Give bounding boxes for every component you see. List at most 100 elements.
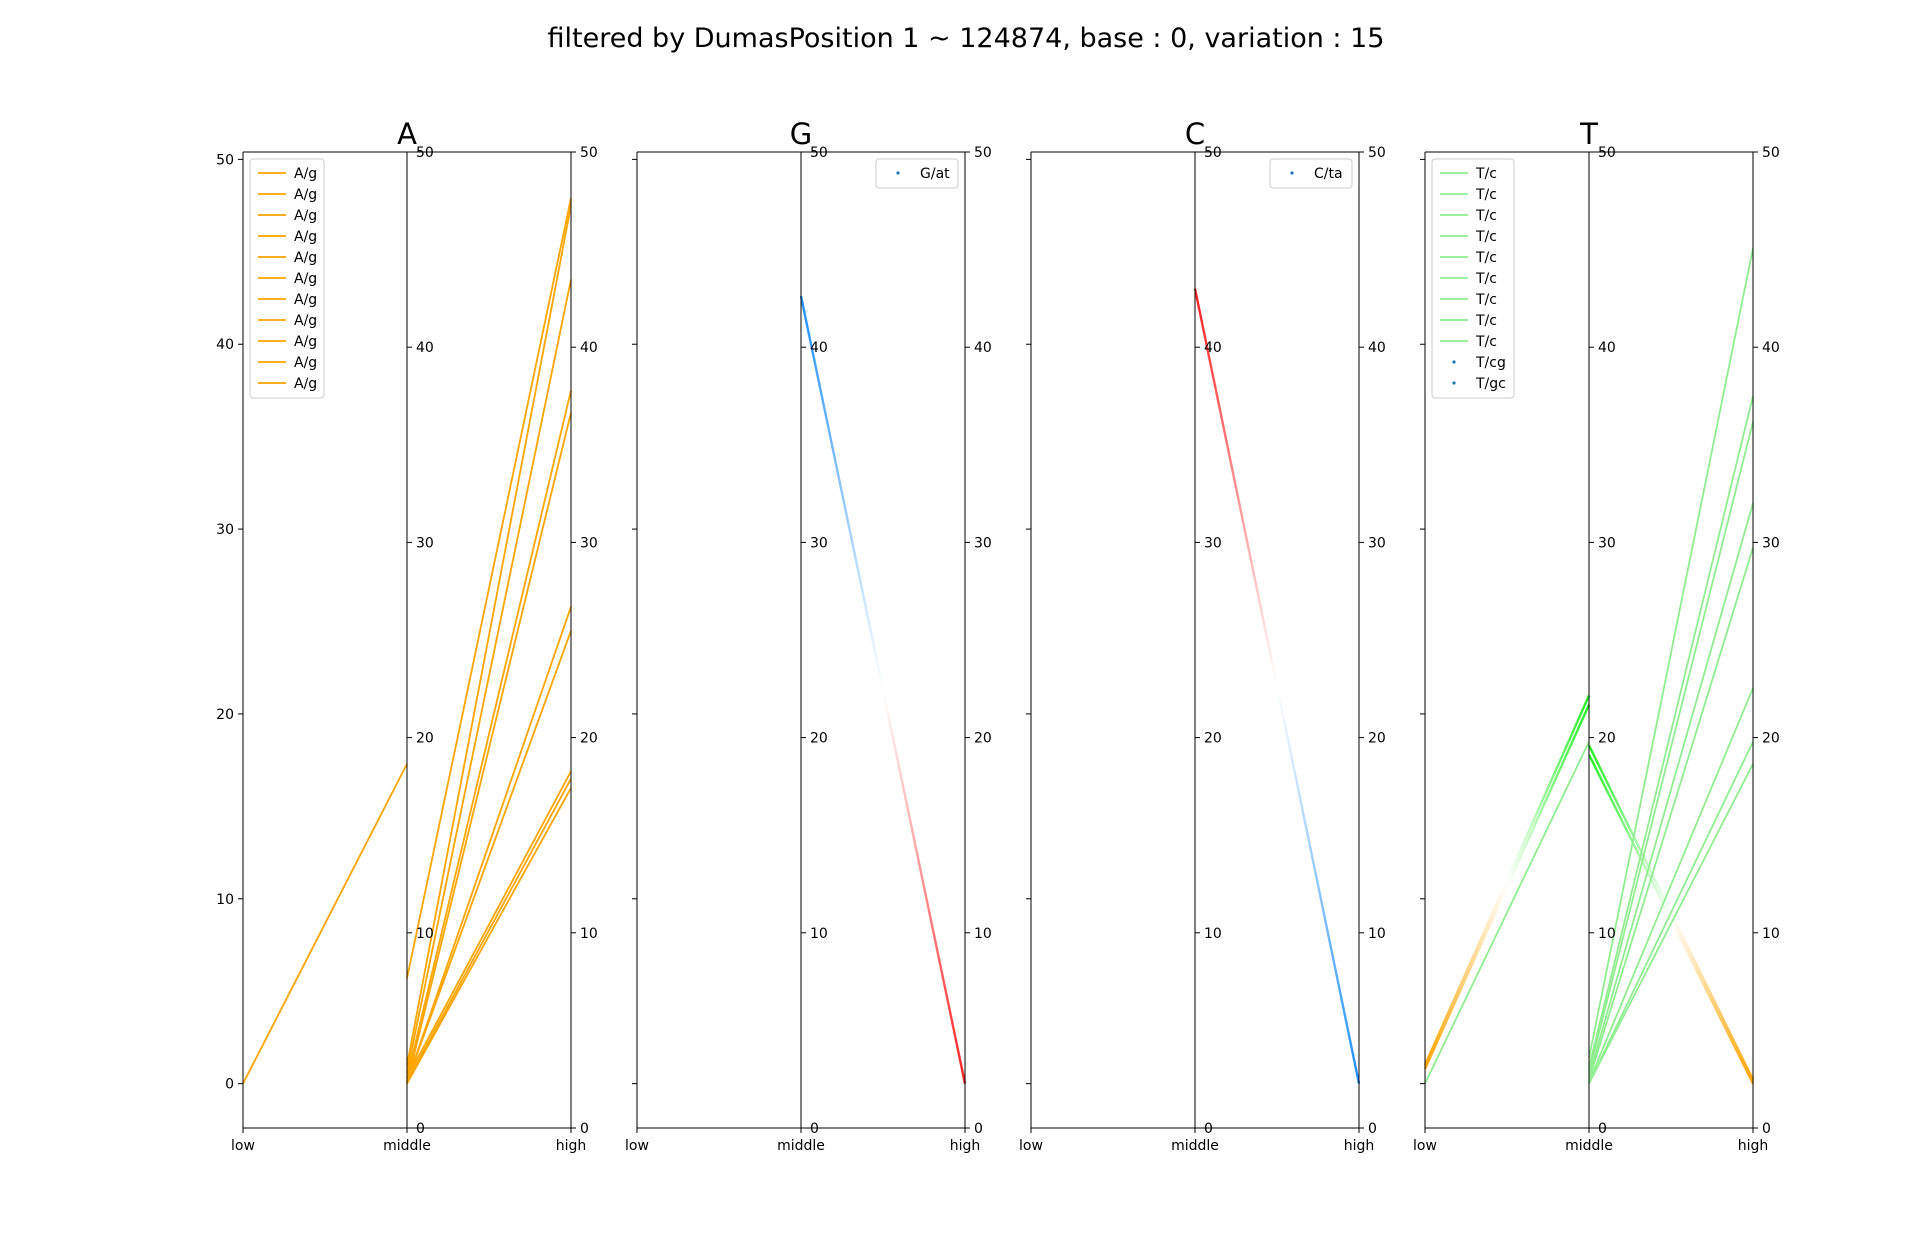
legend-entry-label: A/g [294, 355, 317, 371]
series-line [242, 763, 408, 1085]
right-tick-label: 30 [1762, 535, 1780, 551]
series-line [1423, 694, 1591, 1066]
legend-entry-label: C/ta [1314, 166, 1343, 182]
series-line [406, 205, 572, 1066]
right-tick-label: 10 [1204, 926, 1222, 942]
right-tick-label: 50 [416, 145, 434, 161]
legend: A/g A/g A/g A/g A/g A/g A/g A/g A/g A/g A/g [249, 158, 325, 399]
series-line [1588, 547, 1754, 1081]
right-tick-label: 30 [1368, 535, 1386, 551]
legend: G/at [875, 158, 959, 189]
right-tick-label: 10 [974, 926, 992, 942]
right-tick-label: 20 [1598, 731, 1616, 747]
right-tick-label: 20 [416, 731, 434, 747]
legend-entry-label: A/g [294, 208, 317, 224]
legend-entry-label: T/c [1475, 334, 1497, 350]
series-line [1588, 247, 1754, 1058]
right-tick-label: 30 [810, 535, 828, 551]
x-tick-label: middle [1171, 1138, 1219, 1154]
right-tick-label: 30 [1204, 535, 1222, 551]
right-tick-label: 50 [1204, 145, 1222, 161]
legend-entry-label: A/g [294, 313, 317, 329]
series-lines [1193, 288, 1361, 1084]
x-tick-label: middle [1565, 1138, 1613, 1154]
legend-entry-label: A/g [294, 187, 317, 203]
right-tick-label: 50 [974, 145, 992, 161]
left-tick-label: 30 [216, 522, 234, 538]
legend-entry-label: G/at [920, 166, 950, 182]
legend-entry-label: T/c [1475, 166, 1497, 182]
right-tick-label: 10 [1368, 926, 1386, 942]
series-line [406, 787, 572, 1085]
legend-entry-label: T/c [1475, 208, 1497, 224]
right-tick-label: 20 [810, 731, 828, 747]
series-line [406, 198, 572, 979]
right-tick-label: 10 [810, 926, 828, 942]
panel-A: A 0 10 20 30 40 50 0 10 20 30 40 50 0 10 20 30 40 50 low mid… [216, 117, 598, 1154]
left-tick-label: 10 [216, 892, 234, 908]
right-tick-label: 50 [1762, 145, 1780, 161]
right-tick-label: 10 [580, 926, 598, 942]
series-line [1588, 741, 1754, 1085]
legend-dot-swatch [1452, 381, 1456, 385]
x-tick-label: low [1413, 1138, 1437, 1154]
series-lines [242, 198, 572, 1085]
series-line [1588, 687, 1754, 1083]
right-tick-label: 40 [1598, 340, 1616, 356]
right-tick-label: 30 [974, 535, 992, 551]
series-line [406, 279, 572, 1073]
legend-entry-label: T/c [1475, 187, 1497, 203]
right-tick-label: 0 [1598, 1121, 1607, 1137]
series-line [1193, 288, 1361, 1084]
right-tick-label: 20 [1204, 731, 1222, 747]
right-tick-label: 40 [416, 340, 434, 356]
right-tick-label: 10 [1762, 926, 1780, 942]
series-line [406, 630, 572, 1083]
legend-box [1431, 158, 1515, 399]
legend-box [875, 158, 959, 189]
figure-title: filtered by DumasPosition 1 ~ 124874, ba… [548, 23, 1385, 54]
legend-entry-label: T/gc [1475, 376, 1506, 392]
series-lines [799, 295, 967, 1084]
series-line [1588, 395, 1754, 1068]
panels: A 0 10 20 30 40 50 0 10 20 30 40 50 0 10 20 30 40 50 low mid… [216, 117, 1780, 1154]
right-tick-label: 40 [1204, 340, 1222, 356]
series-line [1587, 754, 1755, 1085]
series-line [1424, 741, 1590, 1085]
right-tick-label: 0 [416, 1121, 425, 1137]
legend-entry-label: T/c [1475, 292, 1497, 308]
right-tick-label: 40 [1762, 340, 1780, 356]
right-tick-label: 0 [974, 1121, 983, 1137]
legend-entry-label: T/c [1475, 229, 1497, 245]
legend-entry-label: T/c [1475, 313, 1497, 329]
left-tick-label: 20 [216, 707, 234, 723]
series-line [406, 778, 572, 1083]
right-tick-label: 20 [1368, 731, 1386, 747]
right-tick-label: 0 [1368, 1121, 1377, 1137]
panel-title: C [1185, 117, 1205, 151]
legend-entry-label: A/g [294, 229, 317, 245]
right-tick-label: 40 [810, 340, 828, 356]
legend-entry-label: A/g [294, 292, 317, 308]
right-tick-label: 0 [1762, 1121, 1771, 1137]
left-tick-label: 0 [225, 1077, 234, 1093]
x-tick-label: high [1738, 1138, 1769, 1154]
right-tick-label: 50 [1598, 145, 1616, 161]
legend: T/c T/c T/c T/c T/c T/c T/c T/c T/c T/cg T/gc [1431, 158, 1515, 399]
legend-dot-swatch [1452, 360, 1456, 364]
series-lines [1423, 247, 1755, 1085]
right-tick-label: 20 [580, 731, 598, 747]
legend-box [249, 158, 325, 399]
right-tick-label: 10 [1598, 926, 1616, 942]
right-tick-label: 40 [580, 340, 598, 356]
right-tick-label: 40 [1368, 340, 1386, 356]
legend-dot-swatch [1290, 171, 1294, 175]
series-line [406, 770, 572, 1079]
legend-entry-label: A/g [294, 334, 317, 350]
legend-entry-label: T/cg [1475, 355, 1506, 371]
panel-G: G 0 10 20 30 40 50 0 10 20 30 40 50 low middle high G/at [625, 117, 992, 1154]
legend-entry-label: T/c [1475, 250, 1497, 266]
legend-entry-label: A/g [294, 271, 317, 287]
left-tick-label: 40 [216, 337, 234, 353]
right-tick-label: 30 [580, 535, 598, 551]
